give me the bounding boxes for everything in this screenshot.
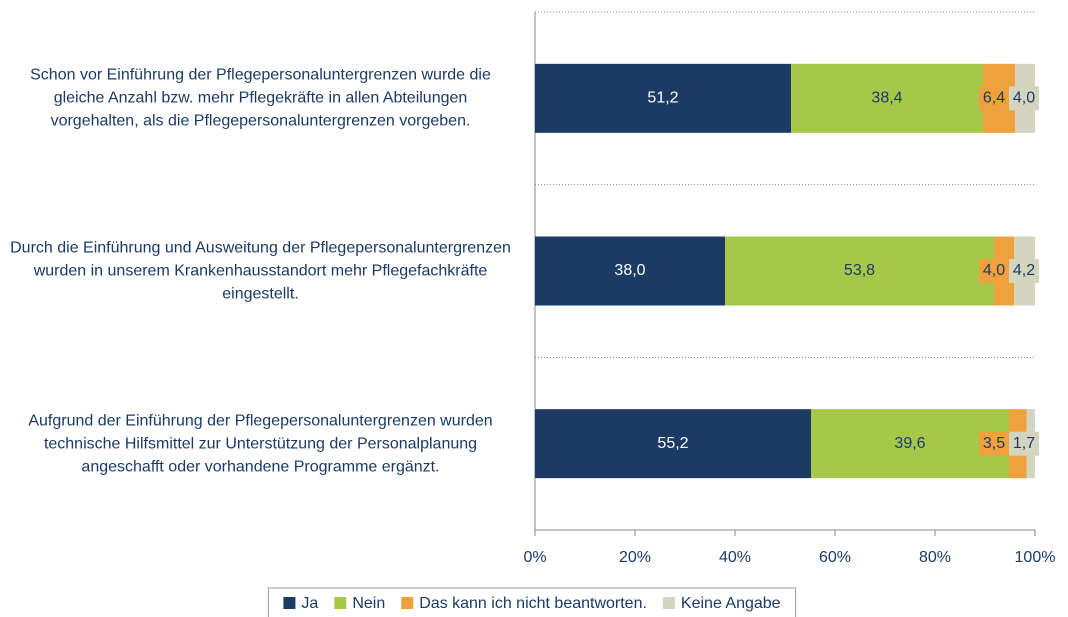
bar-segment xyxy=(535,236,725,306)
data-label-bg xyxy=(979,431,1009,456)
legend-label: Ja xyxy=(301,595,318,612)
data-label: 4,2 xyxy=(1013,262,1035,279)
data-label-group: 6,4 xyxy=(979,86,1009,111)
data-label-bg xyxy=(1009,86,1039,111)
data-label-group: 38,0 xyxy=(614,262,645,279)
category-label: Aufgrund der Einführung der Pflegeperson… xyxy=(28,412,493,476)
legend-swatch xyxy=(662,597,675,609)
data-label-bg xyxy=(1009,431,1039,456)
legend-swatch xyxy=(401,597,414,609)
data-label: 55,2 xyxy=(657,435,688,452)
data-label-bg xyxy=(1009,259,1039,283)
data-label-group: 1,7 xyxy=(1009,431,1039,456)
data-label: 4,0 xyxy=(1013,90,1035,107)
category-label: Durch die Einführung und Ausweitung der … xyxy=(10,239,511,303)
data-label: 6,4 xyxy=(983,90,1005,107)
category-label: Schon vor Einführung der Pflegepersonalu… xyxy=(30,66,491,130)
data-label-group: 51,2 xyxy=(647,90,678,107)
data-label: 51,2 xyxy=(647,90,678,107)
data-label: 39,6 xyxy=(894,435,925,452)
data-label-group: 4,2 xyxy=(1009,259,1039,283)
legend-label: Das kann ich nicht beantworten. xyxy=(419,595,647,612)
data-label-group: 55,2 xyxy=(657,435,688,452)
x-tick-label: 60% xyxy=(819,549,851,566)
bar-segment xyxy=(725,236,994,306)
legend-swatch xyxy=(334,597,347,609)
x-tick-label: 40% xyxy=(719,549,751,566)
data-label-group: 4,0 xyxy=(1009,86,1039,111)
x-tick-label: 100% xyxy=(1015,549,1056,566)
x-tick-label: 80% xyxy=(919,549,951,566)
data-label-bg xyxy=(979,259,1009,283)
data-label-group: 4,0 xyxy=(979,259,1009,283)
bar-segment xyxy=(535,63,791,133)
data-label-group: 3,5 xyxy=(979,431,1009,456)
legend: Ja Nein Das kann ich nicht beantworten. Kei… xyxy=(267,587,797,617)
data-label: 3,5 xyxy=(983,435,1005,452)
x-tick-label: 0% xyxy=(523,549,546,566)
data-label: 53,8 xyxy=(844,262,875,279)
bar-segment xyxy=(791,63,983,133)
data-label: 4,0 xyxy=(983,262,1005,279)
data-label: 38,4 xyxy=(871,90,902,107)
legend-swatch xyxy=(283,597,296,609)
data-label-group: 38,4 xyxy=(871,90,902,107)
legend-box xyxy=(267,587,797,617)
bar-segment xyxy=(535,409,811,479)
data-label-bg xyxy=(979,86,1009,111)
legend-label: Nein xyxy=(352,595,385,612)
data-label-group: 39,6 xyxy=(894,435,925,452)
bar-segment xyxy=(811,409,1009,479)
data-label-group: 53,8 xyxy=(844,262,875,279)
legend-label: Keine Angabe xyxy=(681,595,781,612)
x-tick-label: 20% xyxy=(619,549,651,566)
data-label: 38,0 xyxy=(614,262,645,279)
data-label: 1,7 xyxy=(1013,435,1035,452)
